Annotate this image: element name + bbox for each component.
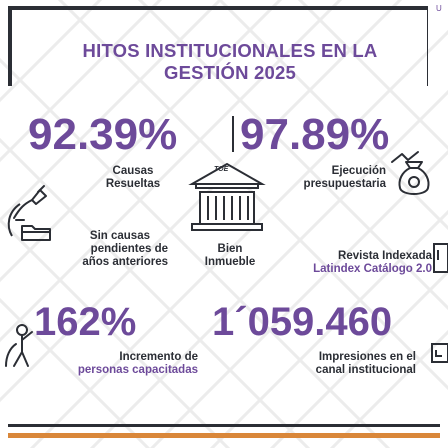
monitor-icon	[431, 343, 448, 363]
title-line-1: HITOS INSTITUCIONALES EN LA	[82, 40, 378, 61]
causas-label: Causas Resueltas	[105, 165, 161, 190]
document-icon	[433, 243, 448, 273]
small-arc-icon	[7, 203, 21, 237]
money-bag-icon	[391, 151, 430, 195]
courthouse-icon	[188, 162, 266, 231]
bottom-rule	[8, 424, 440, 427]
incremento-label: Incremento de personas capacitadas	[77, 351, 198, 376]
corner-glyph: U	[436, 4, 442, 13]
title-frame	[8, 6, 428, 86]
bien-inmueble-label: Bien Inmueble	[204, 243, 256, 268]
ejecucion-percentage: 97.89%	[240, 110, 390, 159]
impresiones-count: 1´059.460	[212, 300, 393, 344]
divider-top	[232, 116, 234, 152]
building-label: TOE	[214, 166, 229, 173]
causas-percentage: 92.39%	[28, 110, 178, 159]
folder-icon	[21, 225, 51, 241]
people-growth-icon	[5, 324, 33, 367]
impresiones-label: Impresiones en el canal institucional	[315, 351, 416, 376]
sin-causas-label: Sin causas pendientes de años anteriores	[82, 230, 168, 268]
capacitadas-percentage: 162%	[34, 300, 137, 344]
scale-justice-icon	[13, 185, 47, 221]
page-title: HITOS INSTITUCIONALES EN LA GESTIÓN 2025	[40, 40, 420, 84]
ejecucion-label: Ejecución presupuestaria	[303, 165, 386, 190]
bottom-accent-bar	[8, 433, 440, 438]
revista-label: Revista Indexada Latindex Catálogo 2.0	[313, 250, 432, 275]
title-line-2: GESTIÓN 2025	[164, 62, 296, 83]
